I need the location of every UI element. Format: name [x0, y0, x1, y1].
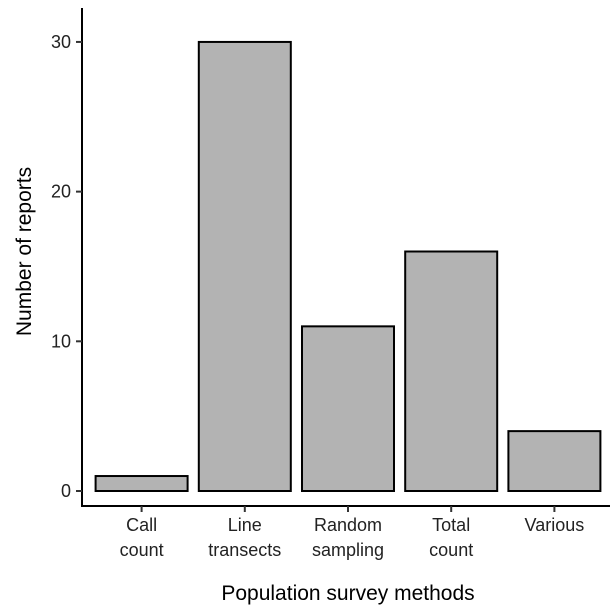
bars-group — [94, 40, 602, 492]
y-tick-label: 30 — [51, 32, 71, 52]
bar — [94, 475, 189, 492]
x-axis-title: Population survey methods — [221, 582, 474, 605]
x-tick-label: Random sampling — [312, 515, 384, 560]
bar — [507, 430, 602, 492]
x-tick-label: Call count — [120, 515, 164, 560]
x-tick-label: Line transects — [208, 515, 281, 560]
bar — [197, 40, 292, 492]
x-tick-label-line: Various — [525, 515, 585, 535]
y-axis-title: Number of reports — [13, 167, 36, 336]
x-tick-label-line: Total — [432, 515, 470, 535]
x-tick-label-line: Call — [126, 515, 157, 535]
y-tick-label: 10 — [51, 331, 71, 351]
y-tick-label: 0 — [61, 481, 71, 501]
x-tick-label-line: sampling — [312, 540, 384, 560]
bar — [301, 325, 395, 492]
y-axis: 0 10 20 30 — [51, 8, 83, 505]
x-tick-label-line: Random — [314, 515, 382, 535]
x-tick-label-line: count — [429, 540, 473, 560]
x-tick-label-line: count — [120, 540, 164, 560]
bar — [404, 250, 499, 492]
x-tick-label-line: Line — [228, 515, 262, 535]
x-tick-label: Total count — [429, 515, 473, 560]
y-tick-label: 20 — [51, 182, 71, 202]
x-tick-label-line: transects — [208, 540, 281, 560]
x-axis: Call count Line transects Random sampling Tota… — [81, 505, 610, 560]
x-tick-label: Various — [525, 515, 585, 535]
